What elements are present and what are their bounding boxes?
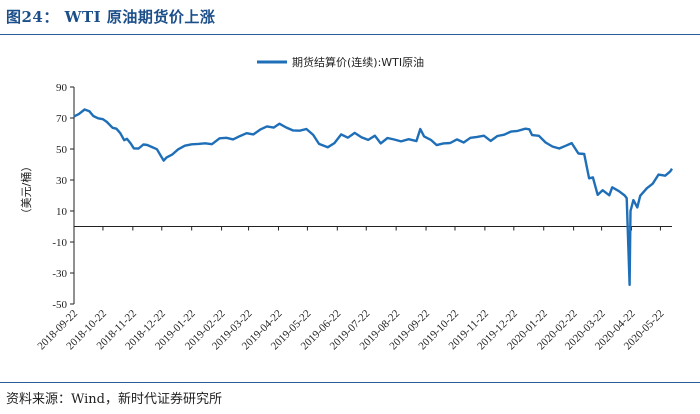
title-divider — [0, 34, 700, 35]
chart-area: 期货结算价(连续):WTI原油 -50 -30 -10 10 30 50 70 90 2018… — [19, 55, 674, 352]
y-tick-label: 10 — [56, 206, 68, 218]
y-axis: -50 -30 -10 10 30 50 70 90 — [52, 82, 75, 311]
y-tick-label: 30 — [56, 175, 68, 187]
y-tick-label: 70 — [56, 113, 68, 125]
figure-title: 图24： WTI 原油期货价上涨 — [6, 8, 216, 26]
legend-label: 期货结算价(连续):WTI原油 — [292, 55, 424, 69]
legend: 期货结算价(连续):WTI原油 — [257, 55, 424, 69]
y-tick-label: -50 — [52, 299, 67, 311]
y-axis-label: （美元/桶） — [19, 161, 33, 220]
y-tick-label: 90 — [56, 82, 68, 94]
source-note: 资料来源：Wind，新时代证券研究所 — [6, 392, 222, 407]
series-line-wti — [73, 108, 674, 286]
y-tick-label: -30 — [52, 268, 67, 280]
x-axis: 2018-09-222018-10-222018-11-222018-12-22… — [35, 226, 672, 352]
y-tick-label: -10 — [52, 237, 67, 249]
y-tick-label: 50 — [56, 144, 68, 156]
source-divider — [0, 382, 700, 383]
